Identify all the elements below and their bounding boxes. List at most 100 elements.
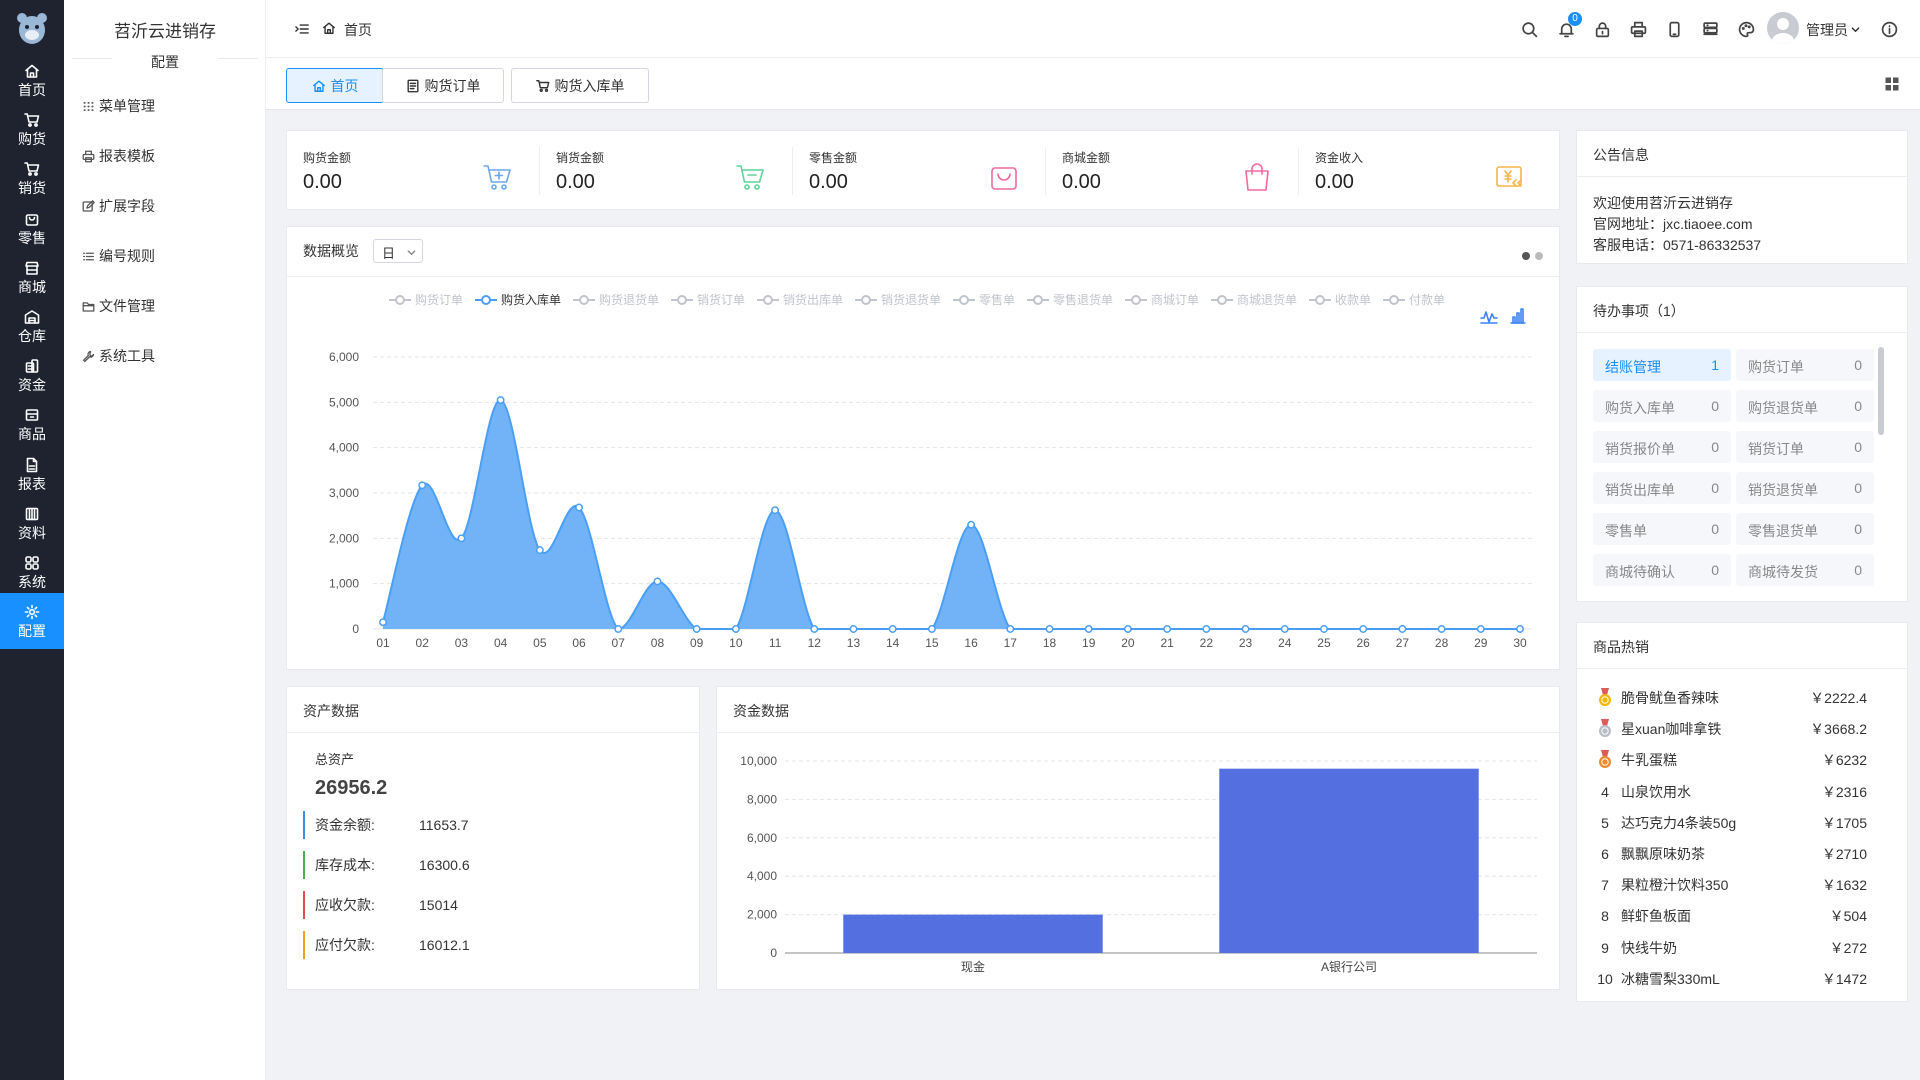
todo-item[interactable]: 销货出库单 0 xyxy=(1593,472,1731,504)
breadcrumb[interactable]: 首页 xyxy=(344,22,372,38)
submenu-item-3[interactable]: 编号规则 xyxy=(82,245,155,267)
data-point[interactable] xyxy=(731,625,740,633)
todo-item[interactable]: 销货订单 0 xyxy=(1736,431,1874,463)
data-point[interactable] xyxy=(1163,625,1172,633)
legend-item[interactable]: 商城订单 xyxy=(1125,291,1199,308)
todo-item[interactable]: 结账管理 1 xyxy=(1593,349,1731,381)
data-point[interactable] xyxy=(379,618,387,627)
data-point[interactable] xyxy=(1320,625,1328,633)
rail-item-11[interactable]: 配置 xyxy=(0,593,64,650)
legend-item[interactable]: 付款单 xyxy=(1383,291,1445,308)
legend-item[interactable]: 零售退货单 xyxy=(1027,291,1113,308)
info-icon[interactable] xyxy=(1881,21,1898,38)
lock-icon[interactable] xyxy=(1594,21,1611,38)
bar[interactable] xyxy=(843,914,1103,953)
data-point[interactable] xyxy=(496,396,505,405)
data-point[interactable] xyxy=(1280,625,1289,633)
submenu-item-5[interactable]: 系统工具 xyxy=(82,345,155,367)
rail-item-0[interactable]: 首页 xyxy=(0,52,64,108)
hot-product-row[interactable]: 7 果粒橙汁饮料350 ￥1632 xyxy=(1595,874,1867,896)
legend-item[interactable]: 销货出库单 xyxy=(757,291,843,308)
rail-item-2[interactable]: 销货 xyxy=(0,150,64,206)
todo-item[interactable]: 购货订单 0 xyxy=(1736,349,1874,381)
search-icon[interactable] xyxy=(1521,21,1538,38)
rail-item-4[interactable]: 商城 xyxy=(0,249,64,305)
data-point[interactable] xyxy=(967,520,976,529)
rail-item-6[interactable]: 资金 xyxy=(0,347,64,403)
data-point[interactable] xyxy=(1202,625,1211,633)
avatar[interactable] xyxy=(1767,12,1799,44)
data-point[interactable] xyxy=(692,625,701,633)
data-point[interactable] xyxy=(1045,625,1054,633)
todo-item[interactable]: 零售退货单 0 xyxy=(1736,513,1874,545)
rail-item-7[interactable]: 商品 xyxy=(0,396,64,452)
data-point[interactable] xyxy=(927,625,936,633)
legend-item[interactable]: 购货订单 xyxy=(389,291,463,308)
bar[interactable] xyxy=(1219,768,1479,953)
data-point[interactable] xyxy=(810,625,819,633)
hot-product-row[interactable]: 星xuan咖啡拿铁 ￥3668.2 xyxy=(1595,718,1867,740)
apps-grid-icon[interactable] xyxy=(1884,76,1900,92)
rail-item-10[interactable]: 系统 xyxy=(0,544,64,600)
data-point[interactable] xyxy=(1516,625,1524,633)
data-point[interactable] xyxy=(457,534,466,543)
submenu-item-2[interactable]: 扩展字段 xyxy=(82,195,155,217)
data-point[interactable] xyxy=(888,625,897,633)
rail-item-8[interactable]: 报表 xyxy=(0,446,64,502)
legend-item[interactable]: 购货入库单 xyxy=(475,291,561,308)
data-point[interactable] xyxy=(535,546,544,555)
data-point[interactable] xyxy=(575,503,583,512)
hot-product-row[interactable]: 5 达巧克力4条装50g ￥1705 xyxy=(1595,812,1867,834)
scrollbar-thumb[interactable] xyxy=(1878,347,1884,435)
todo-item[interactable]: 销货报价单 0 xyxy=(1593,431,1731,463)
data-point[interactable] xyxy=(614,625,623,633)
carousel-dot[interactable] xyxy=(1535,252,1543,260)
hot-product-row[interactable]: 10 冰糖雪梨330mL ￥1472 xyxy=(1595,968,1867,990)
period-select[interactable]: 日 xyxy=(373,239,423,263)
server-icon[interactable] xyxy=(1702,21,1719,38)
palette-icon[interactable] xyxy=(1738,21,1755,38)
legend-item[interactable]: 零售单 xyxy=(953,291,1015,308)
rail-item-1[interactable]: 购货 xyxy=(0,101,64,157)
hot-product-row[interactable]: 6 飘飘原味奶茶 ￥2710 xyxy=(1595,843,1867,865)
legend-item[interactable]: 购货退货单 xyxy=(573,291,659,308)
data-point[interactable] xyxy=(653,577,662,586)
data-point[interactable] xyxy=(1006,625,1015,633)
submenu-item-1[interactable]: 报表模板 xyxy=(82,145,155,167)
data-point[interactable] xyxy=(418,481,427,490)
submenu-item-0[interactable]: 菜单管理 xyxy=(82,95,155,117)
legend-item[interactable]: 收款单 xyxy=(1309,291,1371,308)
data-point[interactable] xyxy=(1241,625,1250,633)
tab-1[interactable]: 购货订单 xyxy=(382,68,504,103)
todo-item[interactable]: 零售单 0 xyxy=(1593,513,1731,545)
data-point[interactable] xyxy=(1359,625,1368,633)
rail-item-9[interactable]: 资料 xyxy=(0,495,64,551)
data-point[interactable] xyxy=(1398,625,1407,633)
data-point[interactable] xyxy=(771,506,780,515)
legend-item[interactable]: 销货订单 xyxy=(671,291,745,308)
hot-product-row[interactable]: 脆骨鱿鱼香辣味 ￥2222.4 xyxy=(1595,687,1867,709)
data-point[interactable] xyxy=(1123,625,1132,633)
carousel-dot[interactable] xyxy=(1522,252,1530,260)
todo-item[interactable]: 销货退货单 0 xyxy=(1736,472,1874,504)
collapse-menu-icon[interactable] xyxy=(295,22,309,36)
todo-item[interactable]: 商城待发货 0 xyxy=(1736,554,1874,586)
data-point[interactable] xyxy=(1476,625,1485,633)
tab-0[interactable]: 首页 xyxy=(286,68,384,103)
legend-item[interactable]: 销货退货单 xyxy=(855,291,941,308)
hot-product-row[interactable]: 8 鲜虾鱼板面 ￥504 xyxy=(1595,905,1867,927)
hot-product-row[interactable]: 9 快线牛奶 ￥272 xyxy=(1595,937,1867,959)
mobile-icon[interactable] xyxy=(1666,21,1683,38)
printer-icon[interactable] xyxy=(1630,21,1647,38)
submenu-item-4[interactable]: 文件管理 xyxy=(82,295,155,317)
hot-product-row[interactable]: 牛乳蛋糕 ￥6232 xyxy=(1595,749,1867,771)
rail-item-3[interactable]: 零售 xyxy=(0,200,64,256)
rail-item-5[interactable]: 仓库 xyxy=(0,298,64,354)
tab-2[interactable]: 购货入库单 xyxy=(511,68,649,103)
todo-item[interactable]: 商城待确认 0 xyxy=(1593,554,1731,586)
data-point[interactable] xyxy=(1084,625,1093,633)
todo-item[interactable]: 购货退货单 0 xyxy=(1736,390,1874,422)
todo-item[interactable]: 购货入库单 0 xyxy=(1593,390,1731,422)
data-point[interactable] xyxy=(1437,625,1446,633)
legend-item[interactable]: 商城退货单 xyxy=(1211,291,1297,308)
